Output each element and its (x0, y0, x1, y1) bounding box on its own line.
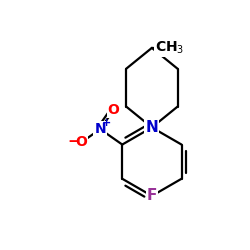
Text: N: N (94, 122, 106, 136)
Text: O: O (75, 136, 87, 149)
Text: N: N (146, 120, 158, 135)
Text: CH$_3$: CH$_3$ (155, 40, 184, 56)
Text: −: − (67, 134, 80, 150)
Text: +: + (102, 118, 111, 128)
Text: F: F (147, 188, 157, 204)
Text: O: O (108, 103, 120, 117)
